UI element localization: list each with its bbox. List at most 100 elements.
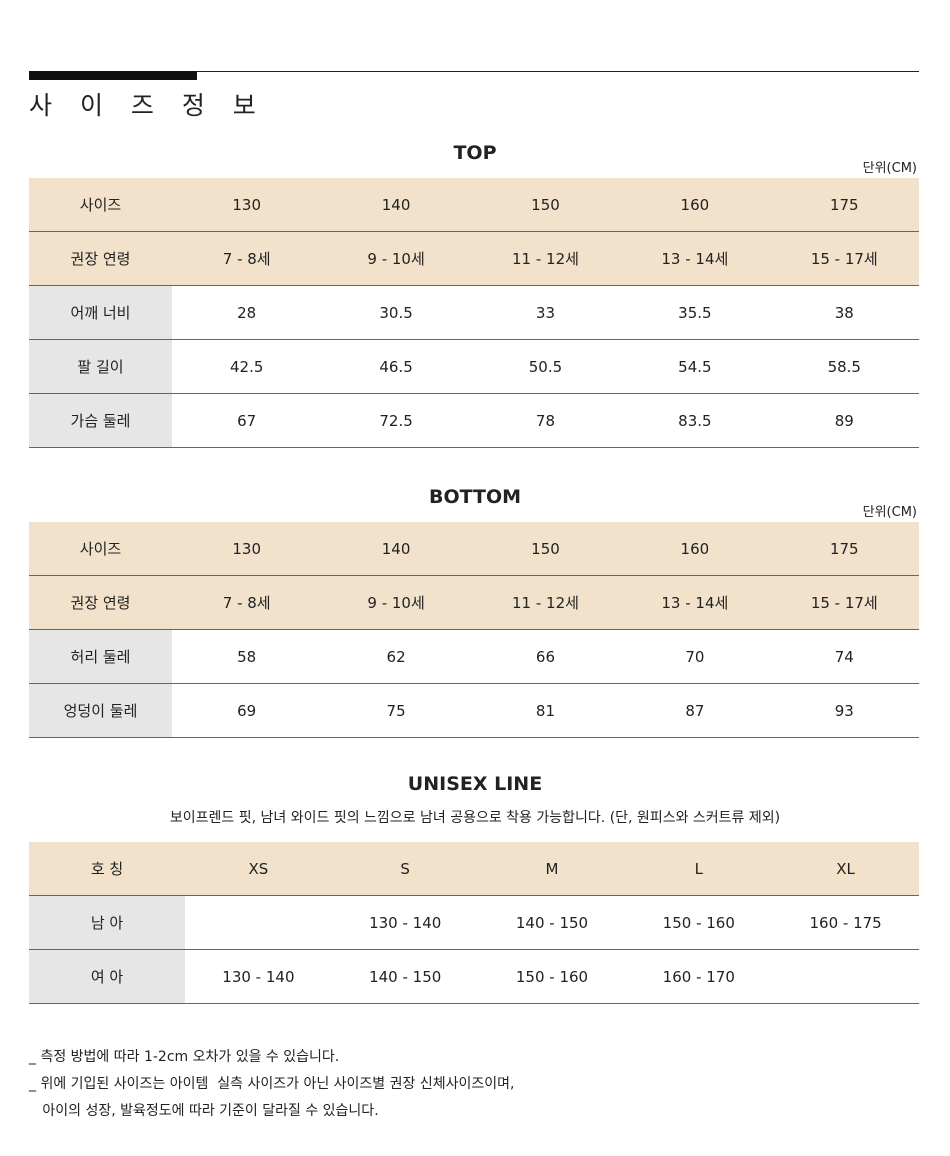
- table-cell: 130: [172, 522, 322, 576]
- table-cell: 160: [620, 522, 770, 576]
- table-cell: 150 - 160: [478, 949, 626, 1004]
- table-cell: 175: [769, 522, 919, 576]
- table-cell: 72.5: [321, 393, 471, 448]
- table-cell: 140: [321, 178, 471, 232]
- table-cell: 7 - 8세: [172, 231, 322, 286]
- page-title: 사 이 즈 정 보: [29, 91, 266, 120]
- table-cell: 42.5: [172, 339, 322, 394]
- table-cell: [772, 949, 919, 1004]
- table-cell: 89: [769, 393, 919, 448]
- row-label: 호 칭: [29, 842, 185, 896]
- top-unit-label: 단위(CM): [862, 161, 917, 176]
- bottom-section-title: BOTTOM: [428, 486, 522, 508]
- table-cell: 9 - 10세: [321, 231, 471, 286]
- table-row: 어깨 너비 28 30.5 33 35.5 38: [29, 285, 919, 340]
- table-cell: 35.5: [620, 285, 770, 340]
- table-cell: 66: [470, 629, 621, 684]
- table-cell: 130 - 140: [185, 949, 332, 1004]
- table-cell: 9 - 10세: [321, 575, 471, 630]
- unisex-size-table: 호 칭 XS S M L XL 남 아 130 - 140 140 - 150 150 - 160…: [29, 842, 919, 1004]
- table-cell: XL: [772, 842, 919, 896]
- table-row: 허리 둘레 58 62 66 70 74: [29, 629, 919, 684]
- table-row: 엉덩이 둘레 69 75 81 87 93: [29, 683, 919, 738]
- table-cell: 13 - 14세: [620, 231, 770, 286]
- table-cell: XS: [185, 842, 332, 896]
- table-cell: 15 - 17세: [769, 231, 919, 286]
- table-row: 여 아 130 - 140 140 - 150 150 - 160 160 - 170: [29, 949, 919, 1004]
- table-cell: 83.5: [620, 393, 770, 448]
- table-cell: 58.5: [769, 339, 919, 394]
- row-label: 가슴 둘레: [29, 393, 172, 448]
- table-cell: 67: [172, 393, 322, 448]
- unisex-description: 보이프렌드 핏, 남녀 와이드 핏의 느낌으로 남녀 공용으로 착용 가능합니다…: [169, 810, 781, 826]
- row-label: 남 아: [29, 895, 185, 950]
- table-cell: L: [625, 842, 773, 896]
- notes: _ 측정 방법에 따라 1-2cm 오차가 있을 수 있습니다. _ 위에 기입…: [29, 1044, 514, 1125]
- table-cell: 93: [769, 683, 919, 738]
- table-cell: 175: [769, 178, 919, 232]
- table-cell: 70: [620, 629, 770, 684]
- table-cell: 58: [172, 629, 322, 684]
- table-cell: 11 - 12세: [470, 231, 621, 286]
- row-label: 권장 연령: [29, 231, 172, 286]
- title-accent-bar: [29, 71, 197, 80]
- table-row: 사이즈 130 140 150 160 175: [29, 178, 919, 232]
- table-cell: 160 - 175: [772, 895, 919, 950]
- table-cell: 130 - 140: [331, 895, 479, 950]
- table-row: 가슴 둘레 67 72.5 78 83.5 89: [29, 393, 919, 448]
- table-cell: 150 - 160: [625, 895, 773, 950]
- row-label: 권장 연령: [29, 575, 172, 630]
- top-size-table: 사이즈 130 140 150 160 175 권장 연령 7 - 8세 9 - 10세 11 -…: [29, 178, 919, 448]
- row-label: 팔 길이: [29, 339, 172, 394]
- row-label: 사이즈: [29, 178, 172, 232]
- bottom-size-table: 사이즈 130 140 150 160 175 권장 연령 7 - 8세 9 - 10세 11 -…: [29, 522, 919, 738]
- table-row: 권장 연령 7 - 8세 9 - 10세 11 - 12세 13 - 14세 15 - 1…: [29, 231, 919, 286]
- table-row: 남 아 130 - 140 140 - 150 150 - 160 160 - 175: [29, 895, 919, 950]
- table-cell: 30.5: [321, 285, 471, 340]
- top-rule: [29, 71, 919, 72]
- table-cell: 54.5: [620, 339, 770, 394]
- table-cell: 74: [769, 629, 919, 684]
- note-line: 아이의 성장, 발육정도에 따라 기준이 달라질 수 있습니다.: [29, 1103, 379, 1119]
- table-cell: 69: [172, 683, 322, 738]
- table-cell: [185, 895, 332, 950]
- table-cell: 13 - 14세: [620, 575, 770, 630]
- table-cell: 150: [470, 522, 621, 576]
- top-section-title: TOP: [453, 142, 497, 164]
- note-line: _ 위에 기입된 사이즈는 아이템 실측 사이즈가 아닌 사이즈별 권장 신체사…: [29, 1076, 515, 1092]
- table-cell: 75: [321, 683, 471, 738]
- table-cell: 78: [470, 393, 621, 448]
- table-cell: 33: [470, 285, 621, 340]
- row-label: 어깨 너비: [29, 285, 172, 340]
- table-cell: 160: [620, 178, 770, 232]
- table-cell: 140: [321, 522, 471, 576]
- table-cell: 11 - 12세: [470, 575, 621, 630]
- note-line: _ 측정 방법에 따라 1-2cm 오차가 있을 수 있습니다.: [29, 1049, 340, 1065]
- table-cell: 46.5: [321, 339, 471, 394]
- row-label: 엉덩이 둘레: [29, 683, 172, 738]
- unisex-section-title: UNISEX LINE: [407, 773, 543, 795]
- table-cell: 50.5: [470, 339, 621, 394]
- table-cell: 15 - 17세: [769, 575, 919, 630]
- table-row: 사이즈 130 140 150 160 175: [29, 522, 919, 576]
- table-cell: 28: [172, 285, 322, 340]
- bottom-unit-label: 단위(CM): [862, 505, 917, 520]
- row-label: 사이즈: [29, 522, 172, 576]
- table-cell: 87: [620, 683, 770, 738]
- table-cell: 140 - 150: [478, 895, 626, 950]
- table-cell: 160 - 170: [625, 949, 773, 1004]
- table-cell: 7 - 8세: [172, 575, 322, 630]
- table-cell: 150: [470, 178, 621, 232]
- table-cell: S: [331, 842, 479, 896]
- table-row: 권장 연령 7 - 8세 9 - 10세 11 - 12세 13 - 14세 15 - 1…: [29, 575, 919, 630]
- row-label: 허리 둘레: [29, 629, 172, 684]
- table-cell: 81: [470, 683, 621, 738]
- table-cell: 38: [769, 285, 919, 340]
- table-cell: 140 - 150: [331, 949, 479, 1004]
- table-cell: M: [478, 842, 626, 896]
- table-cell: 62: [321, 629, 471, 684]
- table-row: 팔 길이 42.5 46.5 50.5 54.5 58.5: [29, 339, 919, 394]
- table-cell: 130: [172, 178, 322, 232]
- table-row: 호 칭 XS S M L XL: [29, 842, 919, 896]
